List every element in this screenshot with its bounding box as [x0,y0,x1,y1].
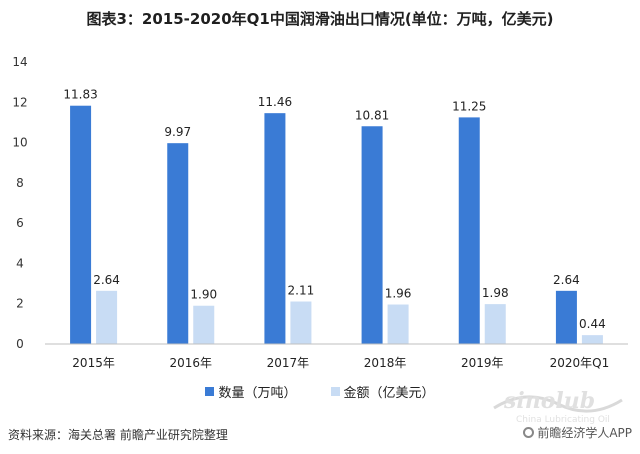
source-note: 资料来源：海关总署 前瞻产业研究院整理 [8,428,228,442]
bar-amount [484,304,506,344]
y-tick-label: 12 [12,95,27,109]
data-label-amount: 2.11 [288,283,315,297]
bar-quantity [70,105,92,345]
x-tick-label: 2015年 [72,356,115,370]
data-label-amount: 1.98 [482,286,509,300]
bar-quantity [264,113,286,344]
legend-swatch-quantity [205,387,215,396]
bar-quantity [458,117,480,345]
x-tick-label: 2020年Q1 [550,356,610,370]
y-tick-label: 8 [16,176,24,190]
bar-amount [581,335,603,344]
y-tick-label: 6 [16,216,24,230]
y-tick-label: 10 [12,136,27,150]
data-label-quantity: 11.25 [452,99,486,113]
data-label-quantity: 10.81 [355,108,389,122]
legend-label-quantity: 数量（万吨） [218,386,297,401]
bar-quantity [167,143,189,344]
sinolub-watermark-text: sinolub [503,388,595,414]
x-tick-label: 2018年 [364,356,407,370]
data-label-quantity: 11.46 [258,95,292,109]
legend-label-amount: 金额（亿美元） [343,386,435,401]
legend-swatch-amount [330,387,340,396]
data-label-quantity: 11.83 [63,88,97,102]
sinolub-watermark-logo: sinolub China Lubricating Oil [493,388,623,425]
app-logo-icon [523,427,535,438]
legend-item-amount: 金额（亿美元） [330,382,435,401]
y-tick-label: 0 [16,337,24,351]
data-label-amount: 1.96 [385,287,412,301]
x-tick-label: 2019年 [461,356,504,370]
bar-amount [96,290,118,344]
sinolub-watermark-domain: China Lubricating Oil [516,415,610,425]
x-tick-label: 2017年 [267,356,310,370]
y-tick-label: 14 [12,55,27,69]
data-label-quantity: 9.97 [164,125,191,139]
bar-quantity [555,290,577,344]
data-label-amount: 0.44 [579,317,606,331]
legend-item-quantity: 数量（万吨） [205,382,297,401]
bar-chart: 0 2 4 6 8 10 12 14 11.83 2.64 9.97 1.90 11.46 2.11 10… [12,55,628,370]
data-label-amount: 2.64 [93,273,120,287]
chart-title: 图表3：2015-2020年Q1中国润滑油出口情况(单位：万吨，亿美元) [86,10,554,28]
bar-amount [387,304,409,344]
app-logo-text: 前瞻经济学人APP [537,426,632,440]
x-tick-label: 2016年 [169,356,212,370]
legend: 数量（万吨） 金额（亿美元） [0,382,640,401]
data-label-amount: 1.90 [190,288,217,302]
app-logo: 前瞻经济学人APP [523,424,632,441]
bar-amount [193,305,215,344]
bar-quantity [361,126,383,345]
data-label-quantity: 2.64 [553,273,580,287]
y-tick-label: 2 [16,297,24,311]
bar-amount [290,301,312,344]
y-tick-label: 4 [16,256,24,270]
